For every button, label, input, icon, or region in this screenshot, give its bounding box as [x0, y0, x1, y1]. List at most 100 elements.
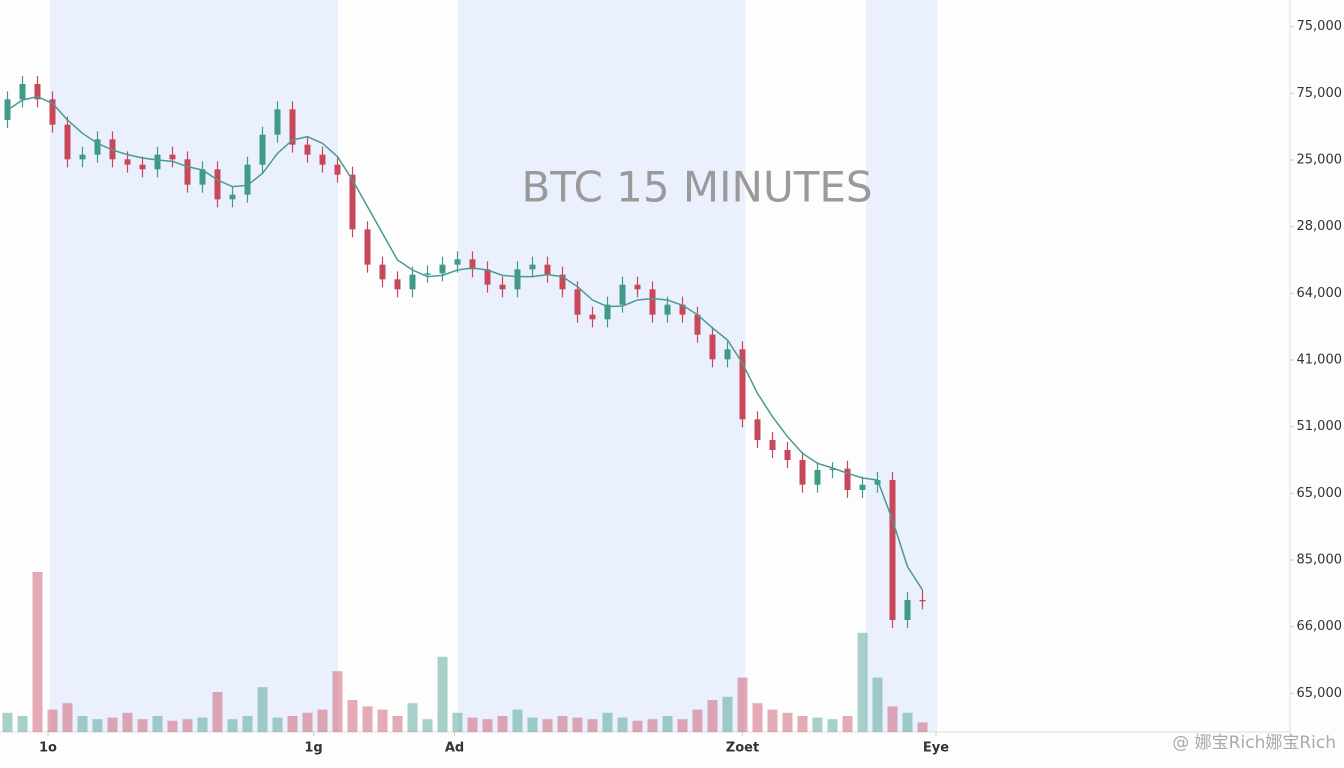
volume-bar: [167, 720, 178, 732]
volume-bar: [662, 716, 673, 732]
candle-body: [214, 169, 221, 200]
y-tick-label: 65,000: [1297, 486, 1343, 501]
candle-body: [739, 349, 746, 420]
volume-bar: [572, 717, 583, 732]
volume-bar: [842, 716, 853, 732]
volume-bar: [182, 719, 193, 732]
volume-bar: [512, 709, 523, 732]
volume-bar: [77, 716, 88, 732]
x-tick-label: 1g: [304, 741, 322, 756]
volume-bar: [137, 719, 148, 732]
candle-body: [64, 124, 71, 160]
candle-body: [154, 154, 161, 170]
candle-body: [169, 154, 176, 160]
volume-bar: [107, 717, 118, 732]
candle-body: [859, 484, 866, 490]
candle-body: [229, 194, 236, 200]
candle-body: [124, 159, 131, 165]
chart-title: BTC 15 MINUTES: [521, 163, 872, 212]
y-tick-label: 75,000: [1297, 86, 1343, 101]
volume-bar: [227, 719, 238, 732]
candle-body: [529, 264, 536, 270]
volume-bar: [467, 717, 478, 732]
volume-bar: [887, 706, 898, 732]
y-tick-label: 41,000: [1297, 353, 1343, 368]
moving-average: [7, 95, 924, 591]
x-tick-label: 1o: [39, 741, 57, 756]
candle-body: [514, 269, 521, 290]
volume-bar: [347, 700, 358, 732]
candle-body: [634, 284, 641, 290]
candle-body: [679, 304, 686, 315]
volume-bar: [542, 719, 553, 732]
candle-body: [694, 314, 701, 335]
volume-bar: [707, 700, 718, 732]
volume-bar: [32, 572, 43, 732]
candle-body: [844, 468, 851, 490]
candle-body: [829, 468, 836, 470]
candle-body: [319, 154, 326, 165]
candle-body: [409, 274, 416, 290]
volume-bar: [752, 703, 763, 732]
candle-body: [724, 349, 731, 360]
volume-bar: [407, 703, 418, 732]
volume-bar: [197, 717, 208, 732]
candle-body: [94, 139, 101, 155]
y-tick-label: 25,000: [1297, 153, 1343, 168]
candle-body: [784, 450, 791, 460]
candle-body: [559, 274, 566, 290]
volume-bar: [617, 717, 628, 732]
candle-body: [139, 164, 146, 170]
candle-body: [799, 460, 806, 485]
volume-bar: [2, 712, 13, 732]
candle-body: [754, 419, 761, 440]
y-tick-label: 65,000: [1297, 686, 1343, 701]
y-tick-label: 66,000: [1297, 619, 1343, 634]
y-tick-label: 51,000: [1297, 419, 1343, 434]
candle-body: [289, 109, 296, 145]
volume-bar: [332, 671, 343, 732]
volume-bar: [782, 712, 793, 732]
candle-body: [574, 289, 581, 315]
volume-bar: [692, 709, 703, 732]
volume-bar: [47, 709, 58, 732]
candle-body: [274, 109, 281, 135]
volume-bar: [452, 712, 463, 732]
candle-body: [589, 314, 596, 320]
candle-body: [619, 284, 626, 305]
candle-body: [394, 279, 401, 290]
candle-body: [454, 259, 461, 265]
volume-bar: [872, 677, 883, 732]
candle-body: [34, 84, 41, 100]
volume-bar: [437, 656, 448, 732]
volume-bar: [827, 719, 838, 732]
session-band: [458, 0, 745, 732]
volume-bar: [242, 716, 253, 732]
candle-body: [439, 264, 446, 274]
candle-body: [49, 99, 56, 125]
candle-body: [484, 269, 491, 285]
volume-bar: [587, 719, 598, 732]
candle-body: [199, 169, 206, 185]
volume-bar: [122, 712, 133, 732]
candle-body: [664, 304, 671, 315]
volume-bar: [722, 696, 733, 732]
volume-bar: [272, 717, 283, 732]
x-tick-label: Zoet: [726, 741, 759, 756]
volume-bar: [557, 716, 568, 732]
volume-bar: [527, 717, 538, 732]
candle-body: [709, 334, 716, 360]
y-tick-label: 64,000: [1297, 286, 1343, 301]
volume-bar: [632, 720, 643, 732]
candle-body: [244, 164, 251, 195]
volume-bar: [917, 722, 928, 732]
candle-body: [379, 264, 386, 280]
x-tick-label: Ad: [445, 741, 464, 756]
y-tick-label: 75,000: [1297, 19, 1343, 34]
x-tick-label: Eye: [923, 741, 949, 756]
volume-bar: [212, 692, 223, 732]
volume-bar: [287, 716, 298, 732]
volume-bar: [647, 719, 658, 732]
candle-body: [919, 600, 926, 602]
volume-bar: [362, 706, 373, 732]
